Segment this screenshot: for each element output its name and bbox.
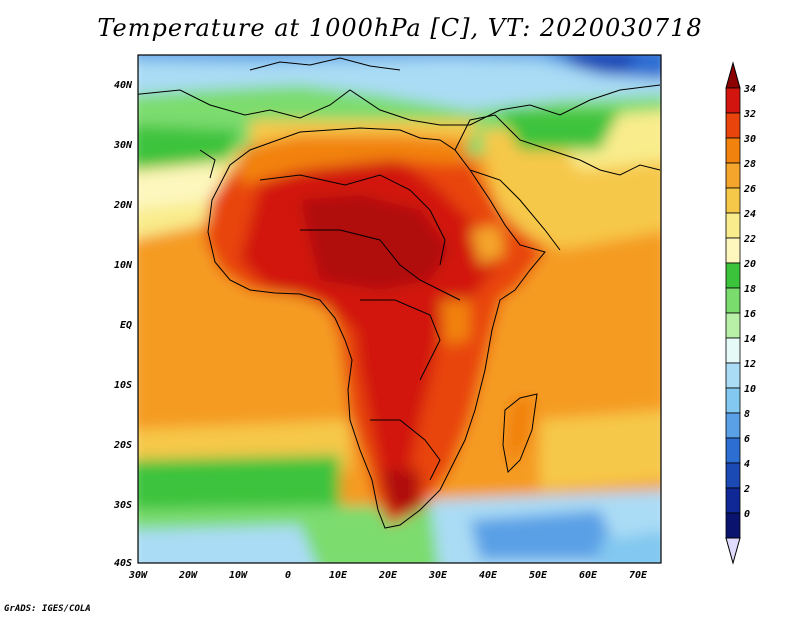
lon-label: 0 — [285, 570, 291, 581]
colorbar-arrow-top — [725, 61, 741, 89]
colorbar-labels: 34 32 30 28 26 24 22 20 18 16 14 12 10 8… — [743, 84, 756, 520]
chart-title: Temperature at 1000hPa [C], VT: 20200307… — [97, 14, 703, 42]
colorbar-swatch — [725, 512, 741, 539]
lon-label: 30W — [128, 570, 148, 581]
lat-label: EQ — [120, 320, 132, 331]
colorbar-swatch — [725, 112, 741, 139]
colorbar-label: 2 — [743, 484, 750, 495]
colorbar-label: 18 — [744, 284, 756, 295]
lon-label: 20W — [178, 570, 198, 581]
lon-label: 30E — [428, 570, 448, 581]
colorbar-label: 24 — [743, 209, 756, 220]
colorbar-swatch — [725, 412, 741, 439]
lon-label: 10E — [329, 570, 348, 581]
latitude-axis: 40N 30N 20N 10N EQ 10S 20S 30S 40S — [113, 80, 133, 569]
colorbar-swatch — [725, 362, 741, 389]
colorbar-label: 8 — [744, 409, 750, 420]
colorbar-swatch — [725, 337, 741, 364]
colorbar — [725, 61, 741, 565]
colorbar-swatch — [725, 312, 741, 339]
colorbar-label: 14 — [744, 334, 756, 345]
lat-label: 30N — [113, 140, 133, 151]
colorbar-swatch — [725, 187, 741, 214]
colorbar-label: 30 — [743, 134, 756, 145]
lon-label: 50E — [529, 570, 548, 581]
colorbar-swatch — [725, 87, 741, 114]
lon-label: 70E — [629, 570, 648, 581]
credit-text: GrADS: IGES/COLA — [4, 604, 91, 614]
lon-label: 20E — [378, 570, 398, 581]
colorbar-label: 32 — [743, 109, 756, 120]
lat-label: 30S — [113, 500, 132, 511]
colorbar-swatch — [725, 487, 741, 514]
lon-label: 10W — [229, 570, 248, 581]
lat-label: 20N — [113, 200, 133, 211]
lat-label: 20S — [113, 440, 132, 451]
colorbar-label: 34 — [743, 84, 756, 95]
longitude-axis: 30W 20W 10W 0 10E 20E 30E 40E 50E 60E 70… — [128, 570, 648, 581]
temperature-field — [138, 55, 661, 563]
lat-label: 10N — [114, 260, 133, 271]
colorbar-label: 6 — [744, 434, 750, 445]
plot-frame — [137, 54, 662, 564]
lat-label: 40N — [114, 80, 133, 91]
lat-label: 40S — [114, 558, 132, 569]
colorbar-label: 16 — [744, 309, 756, 320]
colorbar-label: 12 — [744, 359, 756, 370]
colorbar-swatch — [725, 287, 741, 314]
colorbar-label: 4 — [744, 459, 750, 470]
colorbar-swatch — [725, 387, 741, 414]
colorbar-arrow-bottom — [725, 537, 741, 565]
colorbar-swatch — [725, 462, 741, 489]
lon-label: 60E — [579, 570, 598, 581]
colorbar-swatch — [725, 437, 741, 464]
colorbar-swatch — [725, 262, 741, 289]
colorbar-swatch — [725, 212, 741, 239]
colorbar-swatch — [725, 237, 741, 264]
colorbar-label: 20 — [743, 259, 756, 270]
lat-label: 10S — [114, 380, 132, 391]
lon-label: 40E — [479, 570, 498, 581]
colorbar-label: 0 — [744, 509, 750, 520]
coastlines — [138, 57, 661, 529]
colorbar-swatch — [725, 162, 741, 189]
colorbar-label: 26 — [743, 184, 756, 195]
colorbar-swatch — [725, 137, 741, 164]
colorbar-label: 10 — [744, 384, 756, 395]
colorbar-label: 28 — [743, 159, 756, 170]
colorbar-label: 22 — [743, 234, 756, 245]
